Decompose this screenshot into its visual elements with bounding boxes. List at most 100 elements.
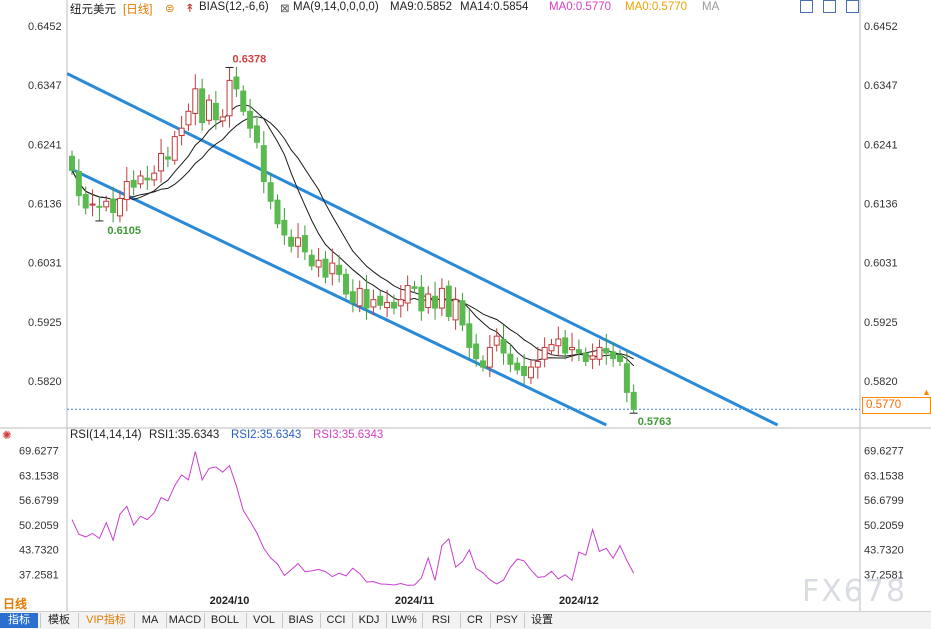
candle-body bbox=[233, 76, 240, 90]
date-axis: 2024/10 2024/11 2024/12 bbox=[210, 595, 599, 607]
candle-body bbox=[343, 273, 349, 295]
candle-body bbox=[569, 346, 576, 351]
candle-body bbox=[486, 346, 493, 368]
toolbar-item-indicators[interactable]: 指标 bbox=[0, 613, 38, 628]
chart-icon[interactable]: ⊠ bbox=[280, 3, 290, 15]
rsi-tick-label-left: 56.6799 bbox=[19, 495, 59, 507]
rsi3-line bbox=[71, 451, 635, 586]
sun-icon[interactable]: ✺ bbox=[2, 430, 12, 442]
pin-icon[interactable]: ↟ bbox=[185, 3, 195, 15]
toolbar-item-ma[interactable]: MA bbox=[134, 613, 165, 628]
candle-body bbox=[438, 287, 445, 309]
ma-label[interactable]: MA(9,14,0,0,0,0) bbox=[293, 1, 379, 13]
rsi-right-axis: 69.6277 63.1538 56.6799 50.2059 43.7320 37.25… bbox=[864, 446, 904, 582]
candle-body bbox=[267, 182, 274, 202]
rsi3-value: RSI3:35.6343 bbox=[313, 429, 384, 441]
candle-body bbox=[548, 344, 555, 352]
candle-body bbox=[116, 197, 123, 217]
candle-body bbox=[247, 110, 254, 129]
toolbar-item-settings[interactable]: 设置 bbox=[524, 613, 559, 628]
candle-body bbox=[610, 351, 617, 360]
y-tick-label-right: 0.6452 bbox=[864, 21, 898, 33]
toolbar-item-cr[interactable]: CR bbox=[460, 613, 489, 628]
y-tick-label-left: 0.5925 bbox=[28, 317, 62, 329]
candle-body bbox=[363, 289, 370, 309]
candle-body bbox=[274, 199, 281, 225]
candle-body bbox=[507, 353, 514, 365]
rsi-tick-label-right: 43.7320 bbox=[864, 545, 904, 557]
refresh-icon[interactable]: ⊜ bbox=[165, 3, 175, 15]
y-tick-label-right: 0.6031 bbox=[864, 258, 898, 270]
y-tick-label-right: 0.6347 bbox=[864, 80, 898, 92]
moving-averages bbox=[71, 103, 635, 367]
candle-body bbox=[295, 237, 302, 247]
candle-body bbox=[178, 127, 185, 136]
candle-body bbox=[75, 170, 82, 197]
toolbar-item-rsi[interactable]: RSI bbox=[422, 613, 459, 628]
bias-label[interactable]: BIAS(12,-6,6) bbox=[199, 1, 269, 13]
candle-body bbox=[555, 338, 562, 347]
candle-body bbox=[466, 323, 473, 348]
candle-body bbox=[582, 352, 589, 362]
candle-body bbox=[151, 172, 158, 181]
toolbar-item-cci[interactable]: CCI bbox=[320, 613, 351, 628]
toolbar-item-vol[interactable]: VOL bbox=[246, 613, 281, 628]
candle-body bbox=[219, 116, 226, 122]
watermark: FX678 bbox=[802, 574, 908, 609]
toolbar-item-psy[interactable]: PSY bbox=[490, 613, 523, 628]
y-tick-label-right: 0.6241 bbox=[864, 139, 898, 151]
period-tab[interactable]: 日线 bbox=[3, 597, 28, 611]
rsi-tick-label-right: 63.1538 bbox=[864, 470, 904, 482]
candle-body bbox=[534, 360, 541, 368]
candle-body bbox=[110, 198, 117, 214]
y-tick-label-right: 0.5820 bbox=[864, 376, 898, 388]
settings-icon[interactable] bbox=[823, 0, 836, 13]
candle-body bbox=[82, 194, 89, 209]
candle-body bbox=[260, 145, 267, 183]
ma14-line bbox=[71, 116, 634, 360]
toolbar-item-lw[interactable]: LW% bbox=[386, 613, 421, 628]
period-label: [日线] bbox=[123, 4, 153, 16]
candle-body bbox=[384, 301, 391, 309]
candle-body bbox=[226, 79, 233, 117]
candle-body bbox=[69, 155, 75, 171]
rsi-tick-label-right: 50.2059 bbox=[864, 520, 904, 532]
expand-icon[interactable] bbox=[800, 0, 813, 13]
candle-body bbox=[185, 110, 192, 126]
candle-body bbox=[349, 291, 356, 303]
candle-body bbox=[377, 295, 384, 306]
close-icon[interactable] bbox=[846, 0, 859, 13]
candle-body bbox=[370, 299, 377, 308]
ma0-value-b: MA0:0.5770 bbox=[625, 1, 688, 13]
toolbar-item-bias[interactable]: BIAS bbox=[282, 613, 319, 628]
candle-body bbox=[596, 346, 603, 360]
y-tick-label-left: 0.6136 bbox=[28, 199, 62, 211]
toolbar-item-templates[interactable]: 模板 bbox=[40, 613, 77, 628]
indicator-toolbar: 日线 指标 模板 VIP指标 MA MACD BOLL VOL BIAS CCI… bbox=[0, 597, 931, 629]
candle-body bbox=[411, 286, 418, 289]
candle-body bbox=[452, 299, 459, 321]
toolbar-item-boll[interactable]: BOLL bbox=[204, 613, 245, 628]
toolbar-item-vip[interactable]: VIP指标 bbox=[78, 613, 133, 628]
x-tick-label: 2024/12 bbox=[559, 595, 599, 607]
toolbar-item-kdj[interactable]: KDJ bbox=[352, 613, 385, 628]
candle-body bbox=[89, 203, 96, 206]
candle-body bbox=[158, 152, 165, 172]
y-tick-label-right: 0.6136 bbox=[864, 199, 898, 211]
y-tick-label-left: 0.6031 bbox=[28, 258, 62, 270]
candle-body bbox=[212, 102, 219, 121]
candle-body bbox=[617, 354, 623, 362]
toolbar-item-macd[interactable]: MACD bbox=[166, 613, 203, 628]
candle-body bbox=[123, 181, 130, 201]
candle-body bbox=[562, 337, 569, 354]
low-annotation-1: 0.6105 bbox=[107, 225, 141, 237]
candle-body bbox=[473, 343, 480, 360]
candle-body bbox=[575, 349, 582, 354]
current-price-value: 0.5770 bbox=[866, 399, 902, 411]
candle-body bbox=[322, 258, 329, 278]
candle-body bbox=[480, 360, 486, 368]
low-annotation-2: 0.5763 bbox=[638, 416, 672, 428]
candle-body bbox=[192, 88, 199, 115]
rsi-tick-label-left: 69.6277 bbox=[19, 446, 59, 458]
